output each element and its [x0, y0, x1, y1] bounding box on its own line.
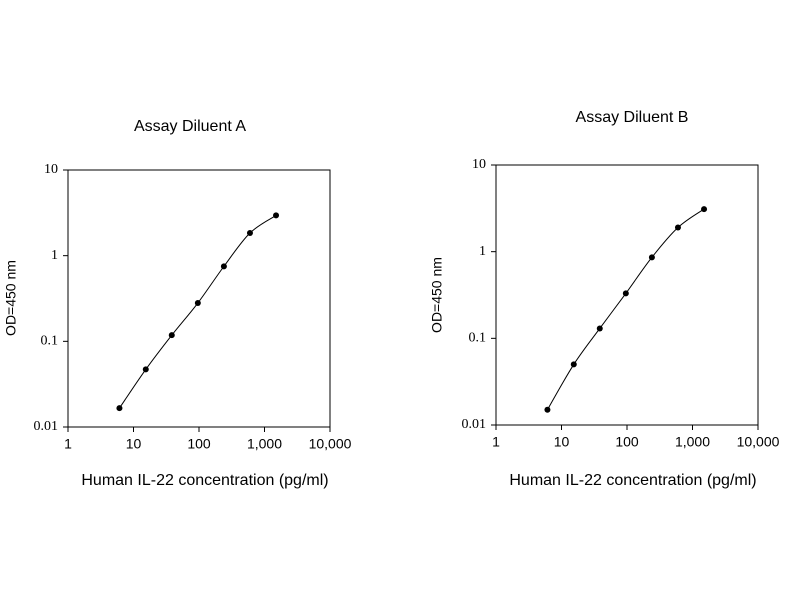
curve [547, 208, 705, 410]
data-point [142, 366, 149, 373]
data-point [220, 263, 227, 270]
data-point [246, 229, 253, 236]
x-tick-label: 1 [492, 434, 500, 450]
chart-title: Assay Diluent A [134, 118, 246, 135]
x-tick-label: 100 [187, 436, 211, 452]
y-tick-label: 0.01 [34, 419, 59, 434]
x-axis-label: Human IL-22 concentration (pg/ml) [509, 472, 756, 489]
data-point [674, 224, 681, 231]
chart-title: Assay Diluent B [576, 109, 689, 126]
x-tick-label: 1 [64, 436, 72, 452]
y-axis-label: OD=450 nm [429, 257, 445, 333]
x-tick-label: 10,000 [737, 434, 780, 450]
data-point [544, 406, 551, 413]
x-axis-label: Human IL-22 concentration (pg/ml) [81, 472, 328, 489]
plot-frame [67, 169, 331, 428]
y-tick-label: 1 [479, 244, 486, 259]
y-axis-label: OD=450 nm [3, 260, 19, 336]
data-point [194, 300, 201, 307]
data-point [570, 361, 577, 368]
data-point [116, 405, 123, 412]
y-tick-label: 0.1 [469, 331, 487, 346]
curve [119, 215, 277, 409]
y-tick-label: 0.1 [41, 334, 59, 349]
y-tick-label: 0.01 [462, 417, 487, 432]
y-tick-label: 10 [44, 162, 58, 177]
data-point [701, 206, 708, 213]
data-point [648, 254, 655, 261]
x-tick-label: 1,000 [247, 436, 282, 452]
data-point [622, 290, 629, 297]
x-tick-label: 10 [126, 436, 142, 452]
x-tick-label: 10 [554, 434, 570, 450]
data-point [273, 212, 280, 219]
y-tick-label: 1 [51, 248, 58, 263]
x-tick-label: 1,000 [675, 434, 710, 450]
x-tick-label: 100 [615, 434, 639, 450]
x-tick-label: 10,000 [309, 436, 352, 452]
y-tick-label: 10 [472, 157, 486, 172]
data-point [168, 332, 175, 339]
data-point [596, 325, 603, 332]
